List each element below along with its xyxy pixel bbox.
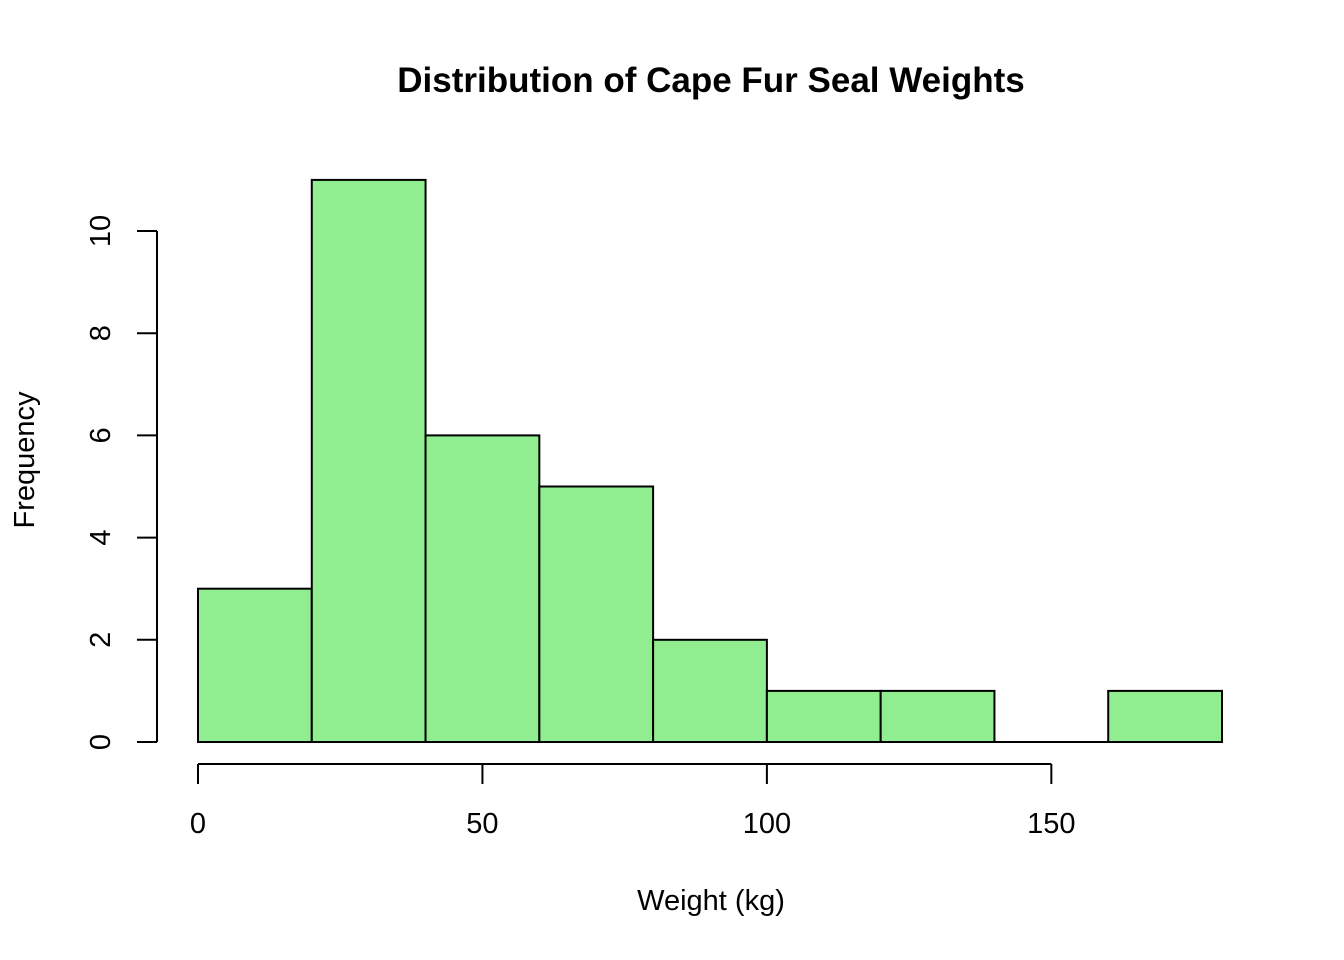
histogram-bar [538, 485, 655, 743]
y-tick-label: 4 [85, 530, 117, 546]
y-axis: 0 2 4 6 8 10 [85, 215, 158, 750]
x-axis-label: Weight (kg) [637, 885, 785, 917]
chart-title: Distribution of Cape Fur Seal Weights [397, 61, 1024, 100]
y-tick-label: 10 [85, 215, 117, 247]
y-tick-label: 8 [85, 325, 117, 341]
x-tick-label: 50 [466, 808, 498, 840]
y-tick-label: 0 [85, 734, 117, 750]
y-tick-label: 6 [85, 427, 117, 443]
x-tick-label: 100 [743, 808, 791, 840]
x-tick-label: 150 [1027, 808, 1075, 840]
histogram-bar [424, 434, 541, 743]
histogram-bar [652, 638, 768, 743]
histogram-bar [1107, 689, 1223, 744]
y-tick-label: 2 [85, 632, 117, 648]
histogram-bar [310, 178, 427, 743]
histogram-bar [197, 587, 313, 744]
x-tick-label: 0 [190, 808, 206, 840]
y-axis-label: Frequency [9, 391, 41, 529]
histogram-bar [765, 689, 882, 744]
histogram-bar [879, 689, 996, 744]
bars-group [197, 178, 1223, 744]
x-axis: 0 50 100 150 [190, 763, 1076, 840]
